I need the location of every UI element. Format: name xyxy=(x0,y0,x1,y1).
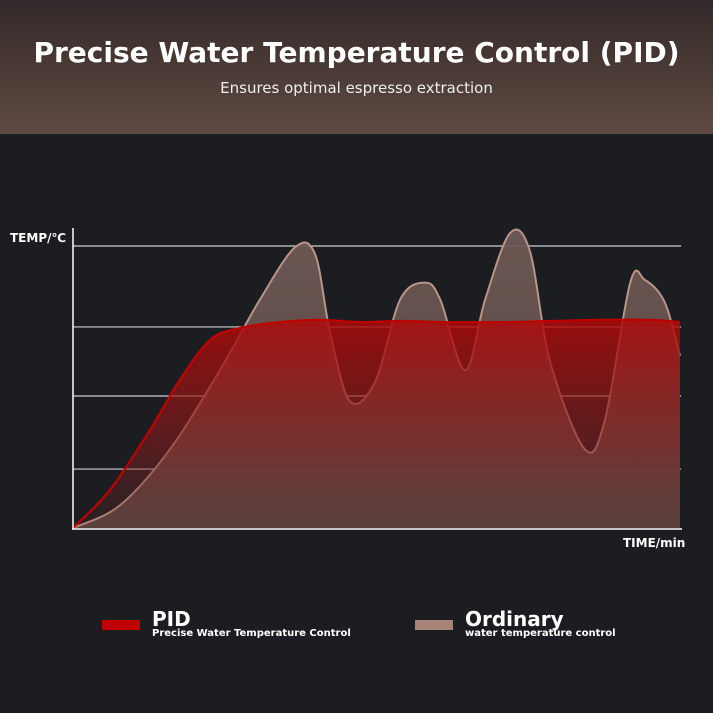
legend-swatch-ordinary xyxy=(415,620,453,630)
legend-title-ordinary: Ordinary xyxy=(465,607,564,631)
legend-swatch-pid xyxy=(102,620,140,630)
area-pid xyxy=(73,319,680,528)
page-subtitle: Ensures optimal espresso extraction xyxy=(220,79,493,97)
header-banner: Precise Water Temperature Control (PID) … xyxy=(0,0,713,134)
legend-desc-pid: Precise Water Temperature Control xyxy=(152,628,351,639)
x-axis-label: TIME/min xyxy=(623,536,685,550)
y-axis-label: TEMP/℃ xyxy=(10,231,66,245)
legend-desc-ordinary: water temperature control xyxy=(465,628,616,639)
legend-title-pid: PID xyxy=(152,607,191,631)
page-title: Precise Water Temperature Control (PID) xyxy=(33,36,680,69)
line-pid xyxy=(72,318,681,529)
